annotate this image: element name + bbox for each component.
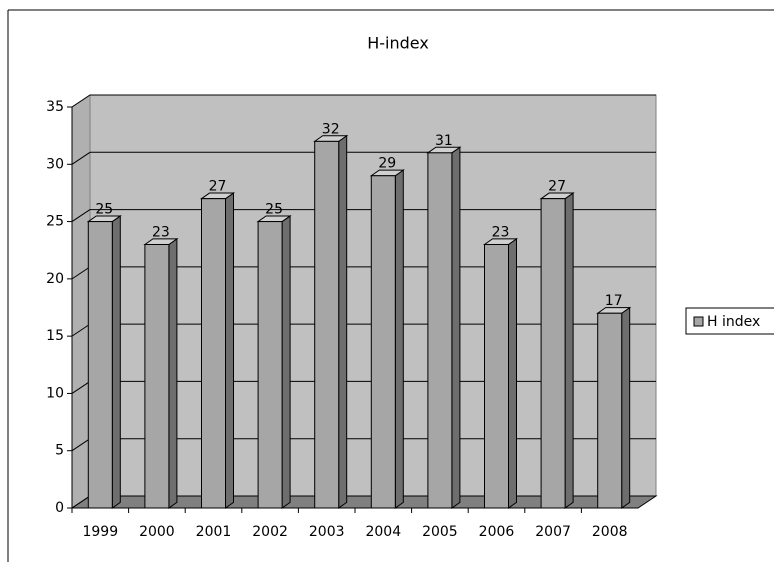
bar (484, 243, 509, 509)
bar (427, 152, 453, 509)
data-label: 32 (322, 121, 340, 137)
side-wall (71, 94, 91, 509)
y-tick-label: 5 (55, 443, 64, 459)
bar-side (564, 192, 574, 509)
bar-side (225, 192, 234, 509)
x-tick-label: 2005 (422, 524, 458, 540)
grid-line (71, 438, 91, 452)
x-tick-label: 2007 (535, 524, 571, 540)
bar (370, 175, 396, 509)
bar (87, 221, 113, 509)
bar-side (394, 169, 404, 509)
bar-side (168, 237, 178, 509)
grid-line (71, 151, 91, 165)
data-label: 17 (605, 293, 623, 309)
x-tick-label: 2000 (139, 524, 175, 540)
y-tick-label: 25 (46, 214, 64, 230)
legend-swatch (693, 316, 704, 327)
bar (144, 243, 170, 509)
data-label: 23 (152, 224, 170, 240)
x-tick-label: 2002 (252, 524, 288, 540)
chart-title: H-index (367, 34, 429, 53)
legend-label: H index (707, 314, 760, 330)
bar (597, 312, 623, 509)
grid-line (71, 266, 91, 280)
x-tick-label: 2004 (365, 524, 401, 540)
data-label: 27 (548, 179, 566, 195)
bar (540, 198, 566, 509)
grid-line (71, 209, 91, 222)
bar-side (508, 237, 517, 509)
grid-line (71, 94, 91, 108)
y-tick-label: 15 (46, 328, 64, 344)
data-label: 23 (492, 224, 510, 240)
bar-side (621, 306, 631, 509)
grid-line (71, 381, 91, 394)
bar (201, 198, 226, 509)
x-tick-label: 1999 (82, 524, 118, 540)
data-label: 25 (95, 202, 113, 218)
x-tick-label: 2001 (196, 524, 232, 540)
y-tick-label: 10 (46, 385, 64, 401)
bar-side (338, 134, 348, 509)
bar-side (111, 215, 121, 509)
bar (314, 140, 340, 509)
x-tick-label: 2003 (309, 524, 345, 540)
y-tick-label: 0 (55, 500, 64, 516)
y-tick-label: 30 (46, 156, 64, 172)
data-label: 27 (209, 179, 227, 195)
x-tick-label: 2006 (479, 524, 515, 540)
grid-line (71, 495, 91, 509)
bar-side (281, 215, 291, 509)
y-tick-label: 20 (46, 271, 64, 287)
bar (257, 221, 283, 509)
grid-line (71, 323, 91, 337)
x-tick-label: 2008 (592, 524, 628, 540)
data-label: 29 (378, 156, 396, 172)
y-tick-label: 35 (46, 99, 64, 115)
data-label: 25 (265, 202, 283, 218)
bar-side (451, 146, 461, 509)
data-label: 31 (435, 133, 453, 149)
